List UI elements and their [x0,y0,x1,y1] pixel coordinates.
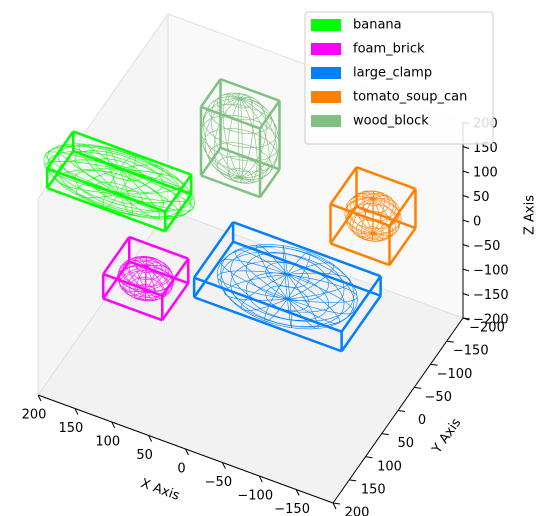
y-tick-label: 200 [345,506,370,516]
y-tick [349,479,357,482]
x-tick-label: 150 [58,421,83,436]
bounding-box [102,235,190,322]
y-tick [446,340,454,343]
x-tick-label: 50 [136,448,153,463]
z-tick [462,170,470,174]
bounding-box [329,166,417,267]
x-tick-label: −150 [274,502,310,516]
bounding-box [199,77,281,199]
x-axis-label: X Axis [139,476,182,504]
legend-frame [304,11,494,145]
y-tick-label: 150 [361,482,386,497]
x-tick-label: 100 [95,435,120,450]
ellipsoid [216,244,358,330]
y-tick [332,502,341,505]
legend-label: wood_block [353,114,429,129]
y-tick [430,363,438,366]
x-tick [111,421,116,429]
z-tick [462,146,470,149]
x-tick [258,475,263,483]
z-tick-label: 50 [473,190,490,205]
bounding-box [192,220,382,353]
z-tick [462,293,470,296]
y-tick [365,456,373,459]
z-tick [462,244,470,247]
x-tick [74,408,79,415]
x-tick-label: 0 [177,462,185,477]
z-tick-label: 0 [473,215,481,230]
x-tick-label: −50 [205,475,232,490]
x-tick-label: −100 [237,489,273,504]
legend-swatch [311,19,341,31]
legend-swatch [311,91,341,103]
z-tick-label: −50 [473,239,500,254]
legend-label: large_clamp [353,66,432,81]
z-tick-label: −150 [473,288,509,303]
legend-swatch [311,67,341,79]
y-tick [397,410,406,412]
y-axis-label: Y Axis [429,416,464,458]
z-tick [462,195,470,198]
x-tick [295,489,300,496]
y-tick [414,386,422,389]
z-tick-label: −200 [473,313,509,328]
x-tick-label: 200 [22,408,47,423]
x-tick [332,502,337,510]
x-tick [148,435,153,442]
y-tick-label: 100 [377,459,402,474]
legend-label: banana [353,18,402,33]
z-axis-label: Z Axis [523,195,538,235]
z-tick [462,317,470,321]
legend-label: tomato_soup_can [353,90,467,105]
y-tick [381,433,389,436]
x-tick [185,448,189,456]
y-tick-label: 0 [418,413,426,428]
legend: banana foam_brick large_clamp tomato_soup_c… [304,11,494,145]
bounding-box [46,130,193,233]
z-tick-label: −100 [473,264,509,279]
y-tick-label: −50 [425,390,452,405]
y-tick-label: −200 [469,321,505,336]
ellipsoid [200,92,280,184]
y-tick-label: −100 [437,367,473,382]
z-tick [462,219,470,223]
legend-swatch [311,43,341,55]
legend-swatch [311,115,341,127]
x-tick [37,394,42,402]
x-tick [221,462,226,469]
y-tick-label: −150 [453,344,489,359]
z-tick [462,268,470,272]
z-tick-label: 100 [473,166,498,181]
z-tick-label: 150 [473,141,498,156]
y-tick-label: 50 [397,436,414,451]
legend-label: foam_brick [353,42,425,57]
